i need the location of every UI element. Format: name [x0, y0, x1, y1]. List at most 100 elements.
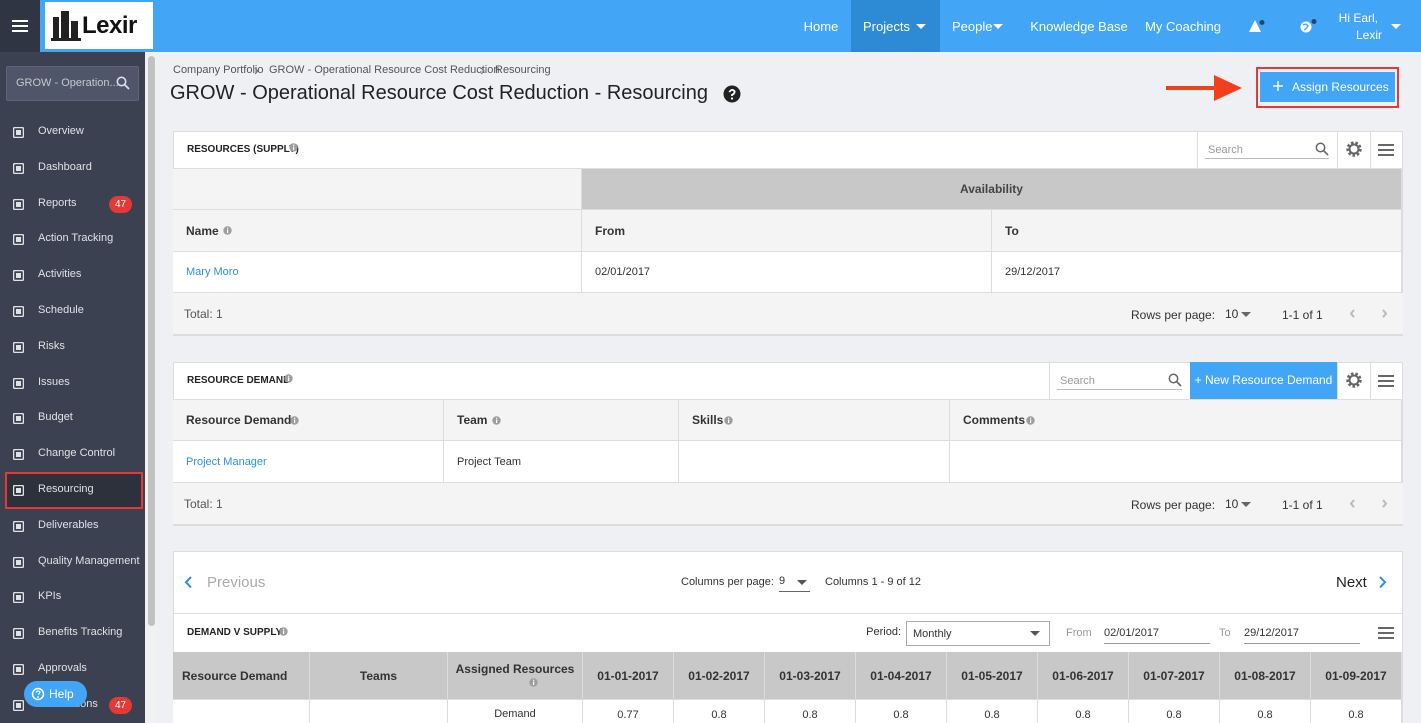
column-header: Team [444, 400, 679, 441]
help-icon [31, 687, 45, 701]
table-cell [173, 700, 310, 723]
rows-per-page[interactable]: 10 [1225, 497, 1239, 511]
menu-icon [1378, 627, 1394, 639]
search-box[interactable] [1049, 362, 1190, 399]
scrollbar-thumb [148, 56, 155, 626]
to-input[interactable]: 29/12/2017 [1244, 627, 1300, 639]
search-icon [1168, 373, 1182, 387]
globe-icon [1300, 19, 1317, 33]
assign-button[interactable]: Assign Resources [1260, 72, 1395, 102]
demand-link[interactable]: Project Manager [173, 441, 444, 483]
chevron [1382, 499, 1388, 508]
help-button[interactable]: Help [24, 681, 87, 707]
info-icon [223, 226, 232, 235]
to-label: To [1219, 627, 1231, 639]
column-header: 01-03-2017 [765, 652, 856, 700]
plus-icon [1273, 81, 1283, 91]
arrow-shape [1166, 75, 1242, 101]
divider [1370, 362, 1371, 399]
sidebar-label: Dashboard [38, 160, 92, 173]
column-header: 01-05-2017 [947, 652, 1038, 700]
value-cell: 0.77 [583, 700, 674, 723]
caret [1241, 312, 1251, 317]
nav-item[interactable]: Knowledge Base [1017, 0, 1141, 52]
breadcrumb-item[interactable]: GROW - Operational Resource Cost Reducti… [269, 64, 500, 76]
greeting[interactable]: Hi Earl, [1338, 11, 1378, 25]
info-icon [529, 678, 538, 687]
column-header: 01-07-2017 [1129, 652, 1220, 700]
divider [1337, 131, 1338, 168]
caret [1030, 631, 1040, 636]
sidebar-icon [13, 556, 24, 568]
divider [173, 613, 1403, 614]
rows-per-page-label: Rows per page: [1131, 498, 1216, 512]
nav-item[interactable]: Home [790, 0, 852, 52]
active-highlight [5, 472, 143, 509]
search-placeholder: Search [1208, 144, 1243, 156]
column-header: Resource Demand [173, 652, 310, 700]
badge: 47 [109, 696, 132, 714]
nav-item[interactable]: Projects [851, 0, 940, 52]
sidebar-icon [13, 485, 24, 496]
next-button[interactable]: Next [1336, 574, 1367, 591]
column-header: 01-06-2017 [1038, 652, 1129, 700]
value-cell: 0.8 [674, 700, 765, 723]
sidebar-icon [13, 699, 24, 711]
breadcrumb-item: Resourcing [495, 64, 551, 76]
chevron [1349, 309, 1355, 318]
red-arrow [1166, 75, 1242, 101]
from-label: From [1066, 627, 1092, 639]
divider [173, 168, 1403, 169]
rows-per-page[interactable]: 10 [1225, 307, 1239, 321]
menu-icon [1378, 375, 1394, 387]
logo-text: Lexir [82, 12, 137, 39]
resource-link[interactable]: Mary Moro [173, 252, 582, 293]
nav-item[interactable]: People [940, 0, 1017, 52]
sidebar-label: Reports [38, 196, 77, 209]
columns-per-page[interactable]: 9 [779, 575, 786, 587]
sidebar-icon [13, 628, 24, 640]
search-box[interactable] [1197, 131, 1337, 168]
value-cell: 0.8 [765, 700, 856, 723]
page-range: 1-1 of 1 [1282, 308, 1323, 322]
search-underline [1057, 389, 1182, 390]
column-header: 01-02-2017 [674, 652, 765, 700]
table-cell [679, 441, 950, 483]
column-header: Assigned Resources [448, 652, 583, 700]
sidebar-label: Change Control [38, 447, 116, 460]
group-header: Availability [582, 169, 1402, 210]
input-underline [1104, 643, 1210, 644]
value-cell: 0.8 [1129, 700, 1220, 723]
breadcrumb-item[interactable]: Company Portfolio [173, 64, 264, 76]
total-label: Total: 1 [173, 483, 1403, 525]
info-icon [284, 374, 293, 383]
nav-item[interactable]: My Coaching [1141, 0, 1225, 52]
info-icon [290, 416, 299, 425]
sidebar-icon [13, 413, 24, 425]
column-header: From [582, 210, 992, 252]
search-icon [116, 76, 130, 90]
value-cell: 0.8 [1038, 700, 1129, 723]
from-input[interactable]: 02/01/2017 [1104, 627, 1160, 639]
column-header: Name [173, 210, 582, 252]
previous-button[interactable]: Previous [207, 574, 266, 591]
menu-icon [1378, 144, 1394, 156]
page-range: 1-1 of 1 [1282, 498, 1323, 512]
sidebar-search[interactable]: GROW - Operation... [6, 66, 139, 101]
sidebar-icon [13, 306, 24, 317]
user-name[interactable]: Lexir [1355, 28, 1382, 42]
search-underline [1205, 158, 1329, 159]
panel-title: DEMAND V SUPPLY [187, 627, 283, 638]
breadcrumb-separator [480, 67, 485, 75]
divider [173, 399, 1403, 400]
nav-label: Knowledge Base [1030, 18, 1128, 34]
row-label: Demand [448, 700, 583, 723]
search-placeholder: Search [1060, 375, 1095, 387]
table-cell: 29/12/2017 [992, 252, 1402, 293]
sidebar-icon [13, 592, 24, 604]
period-select[interactable]: Monthly [906, 621, 1050, 646]
column-header: Comments [950, 400, 1402, 441]
new-demand-button[interactable]: + New Resource Demand [1190, 362, 1337, 399]
hamburger [12, 20, 28, 32]
sidebar-label: Risks [38, 339, 65, 352]
